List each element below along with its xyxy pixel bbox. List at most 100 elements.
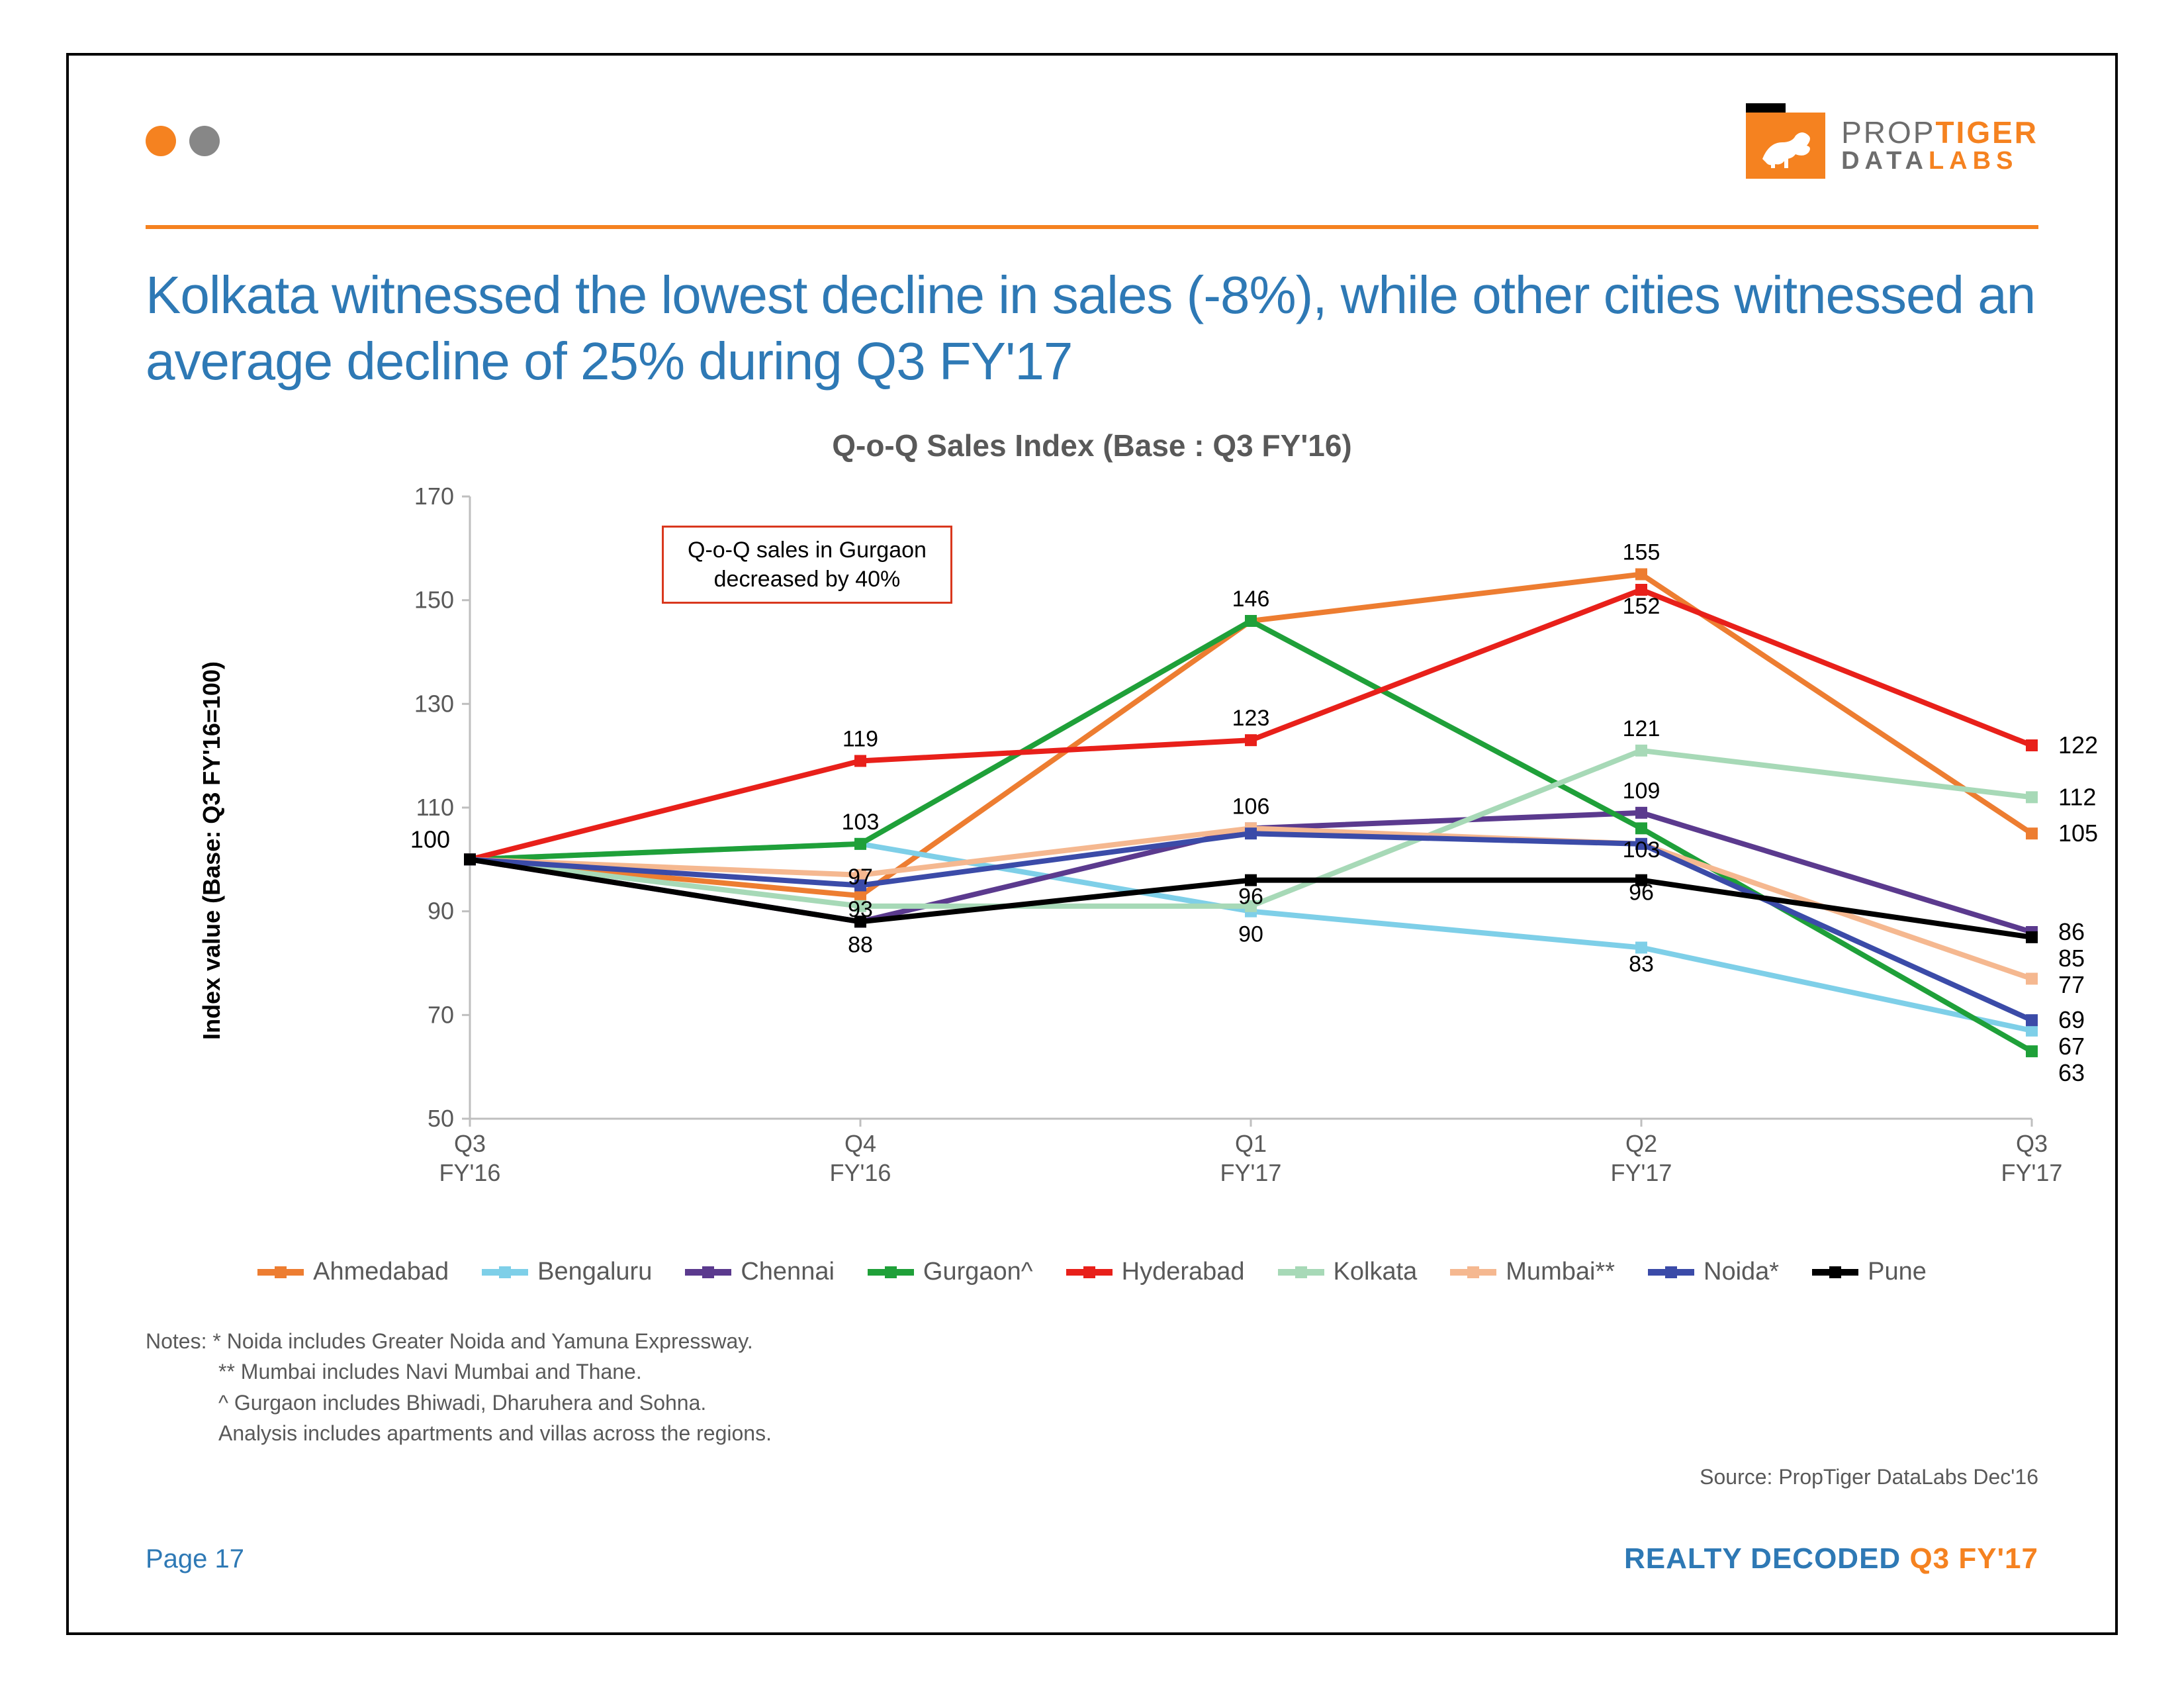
svg-text:88: 88 — [848, 932, 873, 957]
legend-label: Hyderabad — [1122, 1258, 1245, 1286]
notes-block: Notes: * Noida includes Greater Noida an… — [146, 1326, 2038, 1449]
svg-text:FY'16: FY'16 — [439, 1159, 501, 1186]
legend-swatch — [1450, 1269, 1496, 1276]
brand-name-1: PROP — [1841, 115, 1935, 150]
svg-text:FY'17: FY'17 — [1220, 1159, 1282, 1186]
legend-swatch — [868, 1269, 914, 1276]
dot-1 — [146, 126, 176, 156]
legend-swatch — [685, 1269, 731, 1276]
svg-text:90: 90 — [1238, 922, 1263, 947]
svg-text:Q4: Q4 — [844, 1130, 876, 1157]
svg-text:146: 146 — [1232, 586, 1270, 612]
chart-container: Q-o-Q Sales Index (Base : Q3 FY'16) Inde… — [146, 428, 2038, 1286]
footer-title-a: REALTY DECODED — [1624, 1542, 1909, 1575]
svg-text:100: 100 — [410, 825, 450, 853]
brand-logo: PROPTIGER DATALABS — [1746, 113, 2038, 179]
svg-text:130: 130 — [414, 690, 454, 717]
chart-title: Q-o-Q Sales Index (Base : Q3 FY'16) — [146, 428, 2038, 463]
logo-text: PROPTIGER DATALABS — [1841, 117, 2038, 175]
svg-text:152: 152 — [1623, 594, 1661, 619]
svg-text:121: 121 — [1623, 716, 1661, 741]
legend-item: Bengaluru — [482, 1258, 652, 1286]
brand-sub-1: DATA — [1841, 147, 1929, 175]
legend-item: Gurgaon^ — [868, 1258, 1033, 1286]
legend-item: Mumbai** — [1450, 1258, 1615, 1286]
legend-label: Mumbai** — [1506, 1258, 1615, 1286]
page: PROPTIGER DATALABS Kolkata witnessed the… — [0, 0, 2184, 1688]
legend-item: Pune — [1812, 1258, 1927, 1286]
svg-text:Q2: Q2 — [1625, 1130, 1657, 1157]
legend-label: Kolkata — [1334, 1258, 1418, 1286]
legend-swatch — [1066, 1269, 1113, 1276]
slide-dots — [146, 126, 220, 156]
note-line: Analysis includes apartments and villas … — [218, 1418, 2038, 1448]
legend-label: Ahmedabad — [313, 1258, 449, 1286]
svg-text:63: 63 — [2058, 1059, 2085, 1086]
legend-label: Noida* — [1704, 1258, 1779, 1286]
svg-text:155: 155 — [1623, 540, 1661, 565]
logo-mark — [1746, 113, 1825, 179]
chart-area: Index value (Base: Q3 FY'16=100) Q-o-Q s… — [146, 470, 2038, 1231]
svg-text:93: 93 — [848, 897, 873, 922]
tiger-icon — [1746, 113, 1825, 179]
header-row: PROPTIGER DATALABS — [146, 113, 2038, 205]
notes-label: Notes: — [146, 1329, 206, 1353]
svg-text:103: 103 — [842, 810, 880, 835]
y-axis-label: Index value (Base: Q3 FY'16=100) — [198, 661, 226, 1040]
svg-text:67: 67 — [2058, 1033, 2085, 1060]
line-chart: 507090110130150170Q3FY'16Q4FY'16Q1FY'17Q… — [278, 470, 2171, 1231]
legend-label: Bengaluru — [537, 1258, 652, 1286]
svg-text:97: 97 — [848, 865, 873, 890]
svg-text:122: 122 — [2058, 731, 2098, 759]
svg-text:123: 123 — [1232, 706, 1270, 731]
legend-label: Pune — [1868, 1258, 1927, 1286]
svg-text:Q3: Q3 — [454, 1130, 486, 1157]
svg-text:119: 119 — [842, 727, 878, 752]
legend-label: Chennai — [741, 1258, 835, 1286]
page-title: Kolkata witnessed the lowest decline in … — [146, 262, 2038, 395]
svg-text:150: 150 — [414, 586, 454, 614]
source-text: Source: PropTiger DataLabs Dec'16 — [1700, 1465, 2038, 1489]
brand-name-2: TIGER — [1935, 115, 2038, 150]
svg-text:FY'17: FY'17 — [1611, 1159, 1672, 1186]
svg-text:69: 69 — [2058, 1006, 2085, 1033]
legend-swatch — [257, 1269, 304, 1276]
legend-label: Gurgaon^ — [923, 1258, 1033, 1286]
legend-swatch — [1648, 1269, 1694, 1276]
svg-text:110: 110 — [416, 794, 454, 821]
svg-text:112: 112 — [2058, 783, 2096, 810]
legend-item: Kolkata — [1278, 1258, 1418, 1286]
legend-item: Ahmedabad — [257, 1258, 449, 1286]
footer-title: REALTY DECODED Q3 FY'17 — [1624, 1542, 2038, 1575]
svg-text:85: 85 — [2058, 945, 2085, 972]
chart-legend: Ahmedabad Bengaluru Chennai Gurgaon^ Hyderab… — [146, 1258, 2038, 1286]
svg-text:105: 105 — [2058, 820, 2098, 847]
svg-text:109: 109 — [1623, 778, 1661, 804]
svg-text:FY'16: FY'16 — [830, 1159, 891, 1186]
svg-text:FY'17: FY'17 — [2001, 1159, 2063, 1186]
footer: Page 17 REALTY DECODED Q3 FY'17 — [146, 1542, 2038, 1575]
legend-swatch — [482, 1269, 528, 1276]
svg-text:86: 86 — [2058, 918, 2085, 945]
svg-text:77: 77 — [2058, 971, 2085, 998]
svg-text:103: 103 — [1623, 837, 1661, 863]
note-line: * Noida includes Greater Noida and Yamun… — [212, 1329, 752, 1353]
svg-text:106: 106 — [1232, 794, 1270, 819]
svg-text:Q3: Q3 — [2016, 1130, 2048, 1157]
legend-swatch — [1278, 1269, 1324, 1276]
legend-swatch — [1812, 1269, 1858, 1276]
note-line: ^ Gurgaon includes Bhiwadi, Dharuhera an… — [218, 1387, 2038, 1418]
divider — [146, 225, 2038, 229]
note-line: ** Mumbai includes Navi Mumbai and Thane… — [218, 1356, 2038, 1387]
svg-text:96: 96 — [1238, 884, 1263, 910]
svg-text:50: 50 — [428, 1105, 454, 1132]
svg-text:90: 90 — [428, 898, 454, 925]
legend-item: Chennai — [685, 1258, 835, 1286]
page-number: Page 17 — [146, 1544, 244, 1574]
svg-text:96: 96 — [1629, 880, 1654, 906]
svg-text:170: 170 — [414, 483, 454, 510]
footer-title-b: Q3 FY'17 — [1909, 1542, 2038, 1575]
brand-sub-2: LABS — [1929, 147, 2018, 175]
legend-item: Hyderabad — [1066, 1258, 1245, 1286]
legend-item: Noida* — [1648, 1258, 1779, 1286]
